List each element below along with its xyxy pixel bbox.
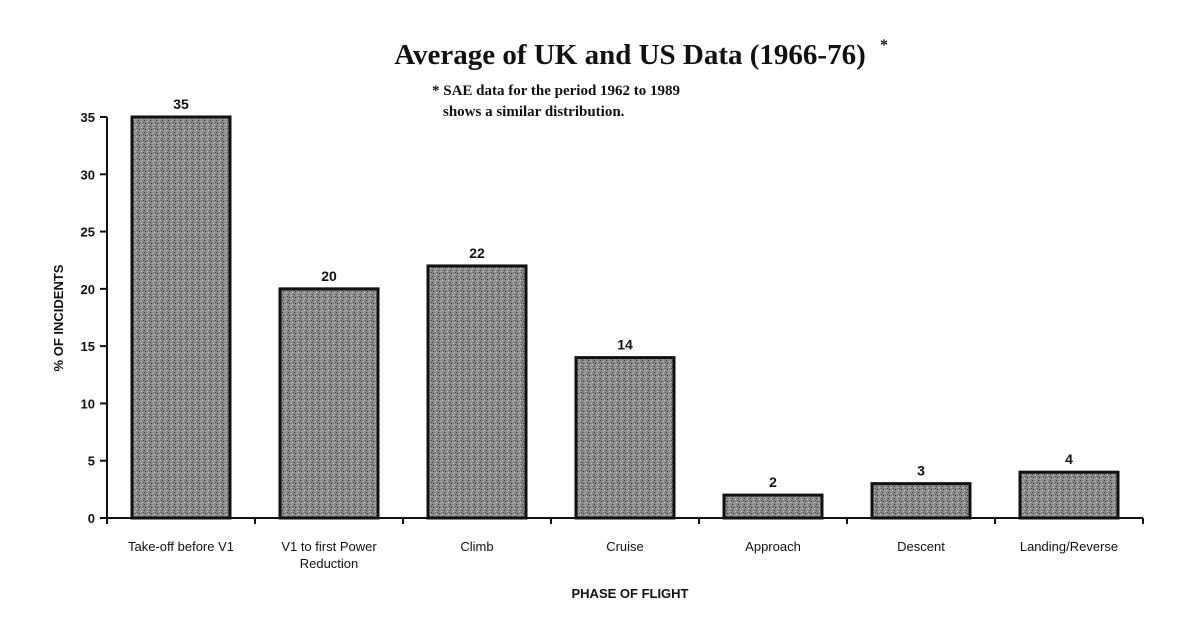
bars bbox=[130, 115, 1120, 520]
x-tick-label: Cruise bbox=[606, 539, 644, 554]
annotation-line-1: * SAE data for the period 1962 to 1989 bbox=[432, 83, 680, 99]
x-tick-label: Landing/Reverse bbox=[1020, 539, 1118, 554]
bar bbox=[574, 356, 676, 520]
bar-value-label: 20 bbox=[321, 268, 337, 284]
bar-value-label: 14 bbox=[617, 337, 633, 353]
bar bbox=[722, 493, 824, 520]
y-tick-label: 30 bbox=[81, 167, 95, 182]
bar bbox=[426, 264, 528, 520]
x-tick-label: Climb bbox=[460, 539, 493, 554]
chart-title-marker: * bbox=[880, 37, 888, 54]
y-axis: 0 5 10 15 20 25 30 35 bbox=[81, 110, 108, 526]
y-tick-label: 35 bbox=[81, 110, 95, 125]
bar bbox=[1018, 470, 1120, 520]
annotation-line-2: shows a similar distribution. bbox=[443, 104, 625, 120]
x-tick-label: Approach bbox=[745, 539, 801, 554]
y-tick-label: 0 bbox=[88, 511, 95, 526]
bar-value-label: 2 bbox=[769, 474, 777, 490]
y-tick-label: 10 bbox=[81, 396, 95, 411]
bar-value-label: 22 bbox=[469, 245, 485, 261]
x-tick-label: Descent bbox=[897, 539, 945, 554]
bar bbox=[278, 287, 380, 520]
bar-value-label: 35 bbox=[173, 96, 189, 112]
x-tick-label: V1 to first Power Reduction bbox=[281, 539, 377, 571]
bar-value-label: 3 bbox=[917, 463, 925, 479]
y-axis-title: % OF INCIDENTS bbox=[51, 264, 66, 371]
bar bbox=[870, 482, 972, 520]
chart-title-group: Average of UK and US Data (1966-76) * bbox=[394, 37, 888, 71]
x-axis-title: PHASE OF FLIGHT bbox=[572, 586, 689, 601]
y-tick-label: 5 bbox=[88, 454, 95, 469]
y-tick-label: 15 bbox=[81, 339, 95, 354]
bar-value-label: 4 bbox=[1065, 451, 1073, 467]
chart-annotation: * SAE data for the period 1962 to 1989 s… bbox=[432, 83, 680, 120]
value-labels: 35 20 22 14 2 3 4 bbox=[173, 96, 1073, 490]
y-tick-label: 20 bbox=[81, 282, 95, 297]
bar bbox=[130, 115, 232, 520]
x-tick-label: Take-off before V1 bbox=[128, 539, 234, 554]
chart-title: Average of UK and US Data (1966-76) bbox=[394, 39, 865, 71]
category-labels: Take-off before V1 V1 to first Power Reduc… bbox=[128, 539, 1118, 571]
y-tick-label: 25 bbox=[81, 225, 95, 240]
